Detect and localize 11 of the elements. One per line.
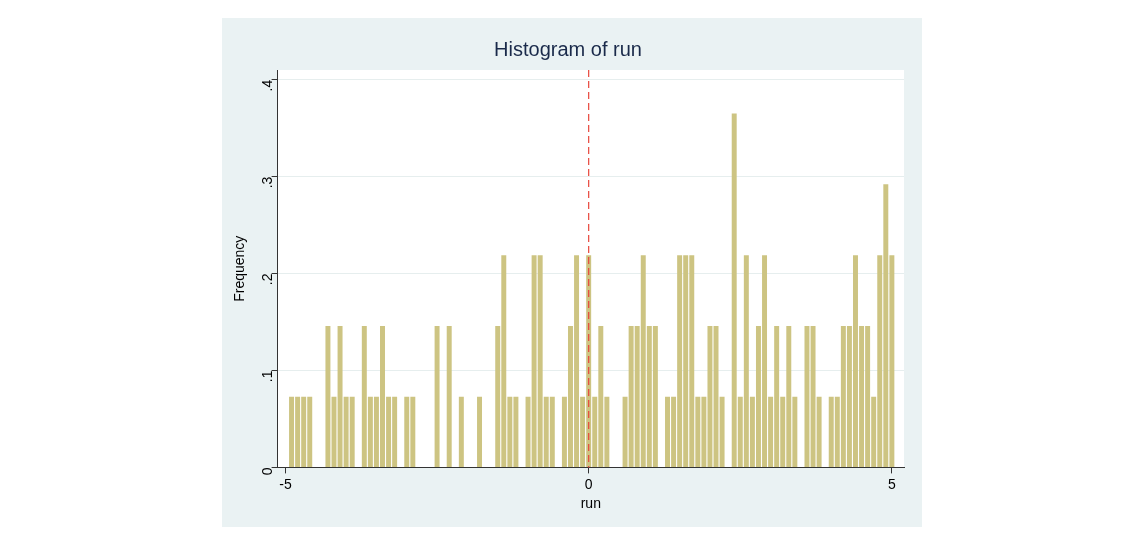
- x-tick-label: 0: [584, 475, 593, 492]
- y-tick-label: .4: [259, 79, 276, 92]
- y-tick-label: .1: [259, 370, 276, 383]
- x-tick-label: -5: [279, 475, 292, 492]
- y-tick-label: 0: [259, 467, 276, 476]
- x-axis-title: run: [580, 495, 601, 512]
- y-tick-label: .3: [259, 176, 276, 189]
- y-axis-title: Frequency: [231, 235, 248, 302]
- y-tick-label: .2: [259, 273, 276, 286]
- chart-title: Histogram of run: [494, 37, 642, 60]
- x-tick-label: 5: [887, 475, 896, 492]
